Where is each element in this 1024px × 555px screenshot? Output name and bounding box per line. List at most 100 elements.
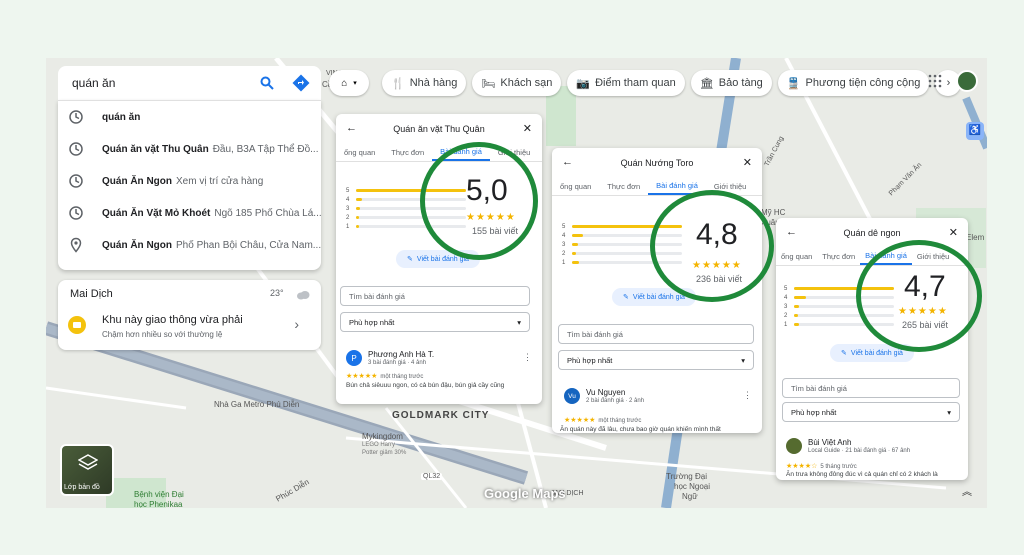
review-search-input[interactable]: Tìm bài đánh giá (558, 324, 754, 344)
chip-attractions[interactable]: 📷 Điểm tham quan (567, 70, 685, 96)
rating-histogram: 5 4 3 2 1 (784, 284, 894, 329)
directions-icon[interactable] (292, 74, 310, 92)
more-options-icon[interactable]: ⋮ (523, 352, 532, 362)
back-arrow-icon[interactable]: ← (562, 156, 573, 168)
histogram-star-label: 5 (346, 187, 350, 194)
rating-histogram: 5 4 3 2 1 (346, 186, 466, 231)
chip-restaurant[interactable]: 🍴 Nhà hàng (382, 70, 467, 96)
search-icon[interactable] (258, 74, 276, 92)
map-label-metro: Nhà Ga Metro Phú Diễn (214, 400, 300, 409)
museum-icon: 🏛 (699, 77, 714, 90)
search-box[interactable]: quán ăn (58, 66, 321, 100)
map-label-mykingdom: Mykingdom (362, 432, 403, 441)
histogram-row: 1 (562, 258, 682, 267)
histogram-row: 5 (346, 186, 466, 195)
reviewer-name: Phương Anh Hà T. (368, 350, 435, 359)
map-label-hospital: Bệnh viện Đại (134, 490, 184, 499)
close-icon[interactable]: ✕ (742, 157, 752, 169)
place-title: Quán ăn vặt Thu Quân (393, 124, 485, 134)
expand-up-icon[interactable]: ︽ (962, 487, 972, 498)
review-item[interactable]: Bùi Việt Anh Local Guide · 21 bài đánh g… (786, 438, 960, 478)
layers-icon (77, 454, 99, 470)
tab-reviews[interactable]: Bài đánh giá (860, 251, 912, 265)
tab-overview[interactable]: ổng quan (781, 252, 813, 261)
hotel-icon: ⌂ (341, 77, 348, 89)
write-review-button[interactable]: ✎ Viết bài đánh giá (612, 288, 696, 306)
clock-icon (69, 142, 83, 156)
rating-histogram: 5 4 3 2 1 (562, 222, 682, 267)
review-time: một tháng trước (598, 418, 642, 424)
tab-overview[interactable]: ổng quan (560, 182, 592, 191)
temperature: 23° (270, 288, 284, 298)
histogram-bar (356, 207, 360, 210)
tab-reviews[interactable]: Bài đánh giá (648, 181, 706, 195)
tab-about[interactable]: Giới thiệu (497, 148, 531, 157)
tab-menu[interactable]: Thực đơn (391, 148, 425, 157)
reviewer-name: Vu Nguyen (586, 388, 626, 397)
suggestion-item[interactable]: Quán Ăn Vặt Mỏ Khoét Ngõ 185 Phố Chùa Lá… (58, 197, 321, 229)
camera-icon: 📷 (576, 77, 591, 90)
histogram-star-label: 2 (784, 312, 788, 319)
more-options-icon[interactable]: ⋮ (743, 390, 752, 400)
histogram-star-label: 1 (346, 223, 350, 230)
write-review-label: Viết bài đánh giá (416, 255, 469, 263)
search-input[interactable]: quán ăn (72, 76, 116, 90)
suggestion-item[interactable]: Quán ăn vặt Thu Quân Đầu, B3A Tập Thể Đồ… (58, 133, 321, 165)
histogram-track (356, 216, 466, 219)
apps-grid-icon[interactable] (928, 74, 942, 88)
histogram-bar (572, 243, 578, 246)
chevron-right-icon[interactable]: › (294, 316, 299, 332)
tool-select-button[interactable]: ⌂ ▾ (329, 70, 369, 96)
suggestion-item[interactable]: Quán Ăn Ngon Phố Phan Bội Châu, Cửa Nam.… (58, 229, 321, 261)
sort-select[interactable]: Phù hợp nhất ▾ (782, 402, 960, 422)
tab-menu[interactable]: Thực đơn (822, 252, 856, 261)
place-card-toro: ← Quán Nướng Toro ✕ ổng quan Thực đơn Bà… (552, 148, 762, 433)
avatar: P (346, 350, 362, 366)
tab-overview[interactable]: ổng quan (344, 148, 376, 157)
bed-icon: 🛏 (481, 77, 496, 90)
write-review-button[interactable]: ✎ Viết bài đánh giá (396, 250, 480, 268)
chip-museum[interactable]: 🏛 Bảo tàng (690, 70, 772, 96)
histogram-track (794, 314, 894, 317)
reviewer-meta: 2 bài đánh giá · 2 ảnh (586, 398, 645, 404)
review-item[interactable]: P Phương Anh Hà T. 3 bài đánh giá · 4 ản… (346, 350, 532, 400)
map-label-hospital-2: học Phenikaa (134, 500, 183, 508)
histogram-bar (794, 323, 799, 326)
suggestion-item[interactable]: quán ăn (58, 101, 321, 133)
tab-about[interactable]: Giới thiệu (916, 252, 950, 261)
rating-stars: ★★★★★ (466, 212, 516, 223)
review-count: 265 bài viết (902, 320, 949, 330)
suggestion-title: quán ăn (102, 111, 141, 123)
close-icon[interactable]: ✕ (948, 227, 958, 239)
histogram-star-label: 4 (562, 232, 566, 239)
histogram-row: 3 (562, 240, 682, 249)
review-search-input[interactable]: Tìm bài đánh giá (340, 286, 530, 306)
review-item[interactable]: Vu Vu Nguyen 2 bài đánh giá · 2 ảnh ⋮ ★★… (560, 388, 752, 433)
histogram-row: 4 (784, 293, 894, 302)
tab-about[interactable]: Giới thiệu (713, 182, 747, 191)
back-arrow-icon[interactable]: ← (786, 226, 797, 238)
back-arrow-icon[interactable]: ← (346, 122, 357, 134)
tab-menu[interactable]: Thực đơn (607, 182, 641, 191)
sort-select[interactable]: Phù hợp nhất ▾ (340, 312, 530, 332)
avatar[interactable] (956, 70, 978, 92)
clock-icon (69, 206, 83, 220)
area-info-card[interactable]: Mai Dịch 23° Khu này giao thông vừa phải… (58, 280, 321, 350)
clock-icon (69, 174, 83, 188)
write-review-button[interactable]: ✎ Viết bài đánh giá (830, 344, 914, 362)
chip-label: Phương tiện công cộng (805, 77, 921, 89)
chip-hotel[interactable]: 🛏 Khách sạn (472, 70, 562, 96)
street-view-icon[interactable]: ♿ (966, 122, 984, 140)
histogram-row: 4 (346, 195, 466, 204)
suggestion-item[interactable]: Quán Ăn Ngon Xem vị trí cửa hàng (58, 165, 321, 197)
tab-reviews[interactable]: Bài đánh giá (432, 147, 490, 161)
suggestion-detail: Ngõ 185 Phố Chùa Lá... (214, 207, 321, 219)
layer-toggle-button[interactable]: Lớp bản đồ (60, 444, 114, 496)
close-icon[interactable]: ✕ (522, 123, 532, 135)
chip-transit[interactable]: 🚆 Phương tiện công cộng (777, 70, 930, 96)
histogram-star-label: 2 (562, 250, 566, 257)
sort-select[interactable]: Phù hợp nhất ▾ (558, 350, 754, 370)
review-search-input[interactable]: Tìm bài đánh giá (782, 378, 960, 398)
map-label-university-3: Ngữ (682, 492, 698, 501)
map-label-university-2: học Ngoại (674, 482, 711, 491)
